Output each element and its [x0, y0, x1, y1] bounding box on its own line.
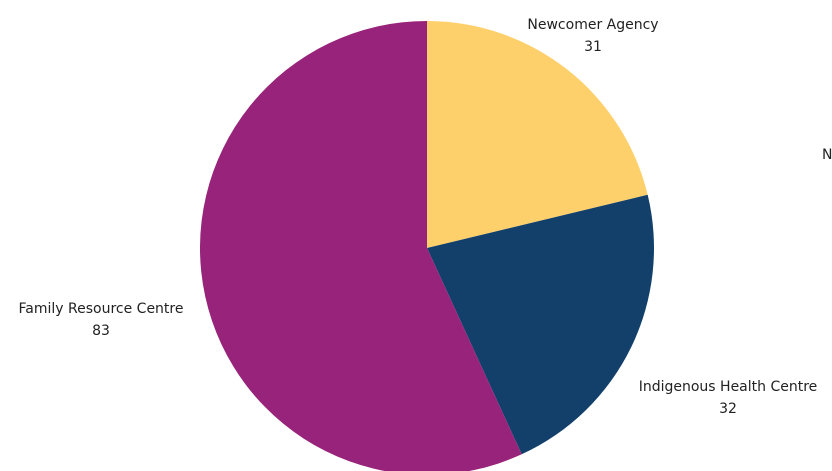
slice-label: Indigenous Health Centre	[639, 379, 818, 395]
pie-slices	[200, 21, 654, 471]
slice-label: Family Resource Centre	[19, 301, 184, 317]
slice-label: Newcomer Agency	[527, 17, 658, 33]
pie-slice-newcomer-agency[interactable]	[427, 21, 648, 248]
pie-labels: Newcomer Agency 31 Indigenous Health Centr…	[19, 17, 818, 417]
slice-value: 32	[719, 401, 737, 417]
pie-slice-indigenous-health-centre[interactable]	[427, 194, 654, 455]
clipped-label: N	[822, 147, 832, 163]
slice-value: 83	[92, 323, 110, 339]
slice-value: 31	[584, 39, 602, 55]
pie-slice-family-resource-centre[interactable]	[200, 21, 522, 471]
